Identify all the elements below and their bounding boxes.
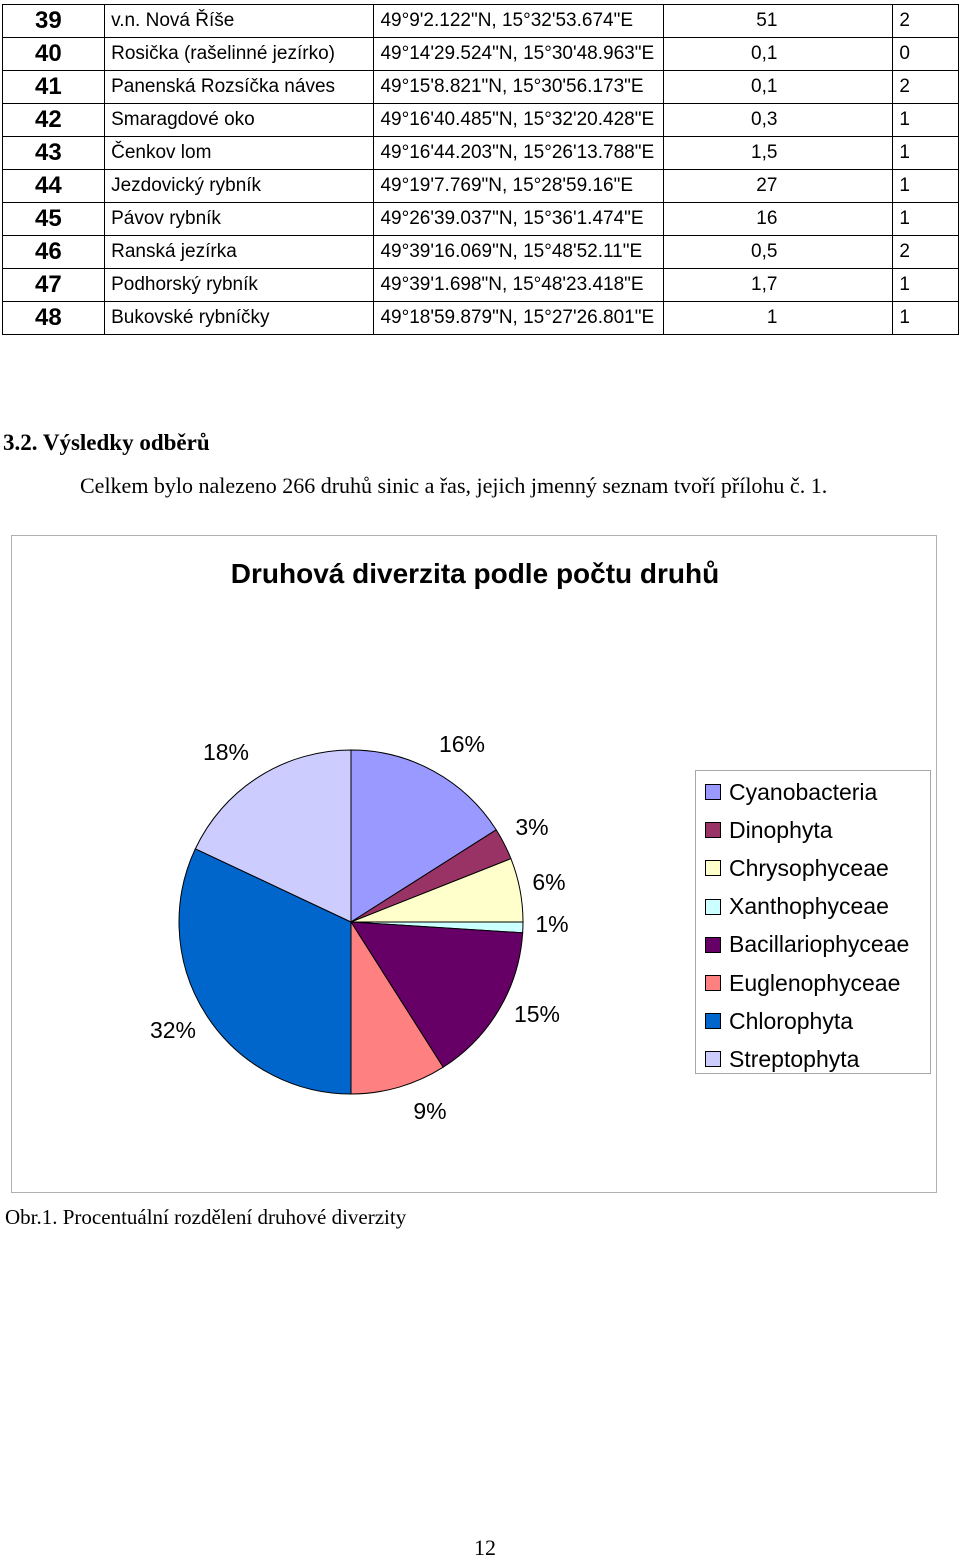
site-value-2: 2 xyxy=(892,235,959,269)
site-value-2: 1 xyxy=(892,268,959,302)
sampling-sites-table: 39 v.n. Nová Říše 49°9'2.122"N, 15°32'53.6… xyxy=(1,4,959,335)
site-value-1: 0,1 xyxy=(662,37,894,71)
site-name: v.n. Nová Říše xyxy=(104,4,375,38)
pie-slice-streptophyta xyxy=(194,749,352,923)
site-number: 48 xyxy=(1,301,106,335)
legend-item: Dinophyta xyxy=(705,811,833,849)
site-value-2: 1 xyxy=(892,202,959,236)
site-number: 41 xyxy=(1,70,106,104)
legend-label: Euglenophyceae xyxy=(729,969,901,996)
legend-swatch xyxy=(705,1013,721,1030)
legend-item: Euglenophyceae xyxy=(705,964,900,1002)
site-number: 43 xyxy=(1,136,106,170)
site-number: 46 xyxy=(1,235,106,269)
site-coordinates: 49°39'1.698"N, 15°48'23.418"E xyxy=(373,268,664,302)
table-row: 42 Smaragdové oko 49°16'40.485"N, 15°32'20… xyxy=(1,103,959,137)
section-heading: 3.2. Výsledky odběrů xyxy=(3,430,210,455)
pie-slice-chlorophyta xyxy=(178,848,352,1095)
legend-item: Chlorophyta xyxy=(705,1002,853,1040)
legend-label: Streptophyta xyxy=(729,1045,860,1072)
site-name: Čenkov lom xyxy=(104,136,375,170)
pie-slice-cyanobacteria xyxy=(350,749,497,923)
site-name: Pávov rybník xyxy=(104,202,375,236)
site-value-1: 0,3 xyxy=(662,103,894,137)
legend-label: Chrysophyceae xyxy=(729,854,889,881)
pie-slice-bacillariophyceae xyxy=(350,921,524,1068)
site-coordinates: 49°19'7.769"N, 15°28'59.16"E xyxy=(373,169,664,203)
legend-item: Chrysophyceae xyxy=(705,849,889,887)
site-number: 39 xyxy=(1,4,106,38)
legend-label: Dinophyta xyxy=(729,816,833,843)
table-row: 47 Podhorský rybník 49°39'1.698"N, 15°48'2… xyxy=(1,268,959,302)
pie-slice-euglenophyceae xyxy=(350,920,444,1095)
results-paragraph: Celkem bylo nalezeno 266 druhů sinic a ř… xyxy=(80,473,828,498)
site-coordinates: 49°16'44.203"N, 15°26'13.788"E xyxy=(373,136,664,170)
legend-swatch xyxy=(705,975,721,991)
chart-frame xyxy=(11,535,937,1193)
site-coordinates: 49°9'2.122"N, 15°32'53.674"E xyxy=(373,4,664,38)
legend-label: Xanthophyceae xyxy=(729,893,889,920)
legend-item: Streptophyta xyxy=(705,1040,859,1078)
legend-item: Cyanobacteria xyxy=(705,773,877,811)
legend-label: Chlorophyta xyxy=(729,1007,854,1034)
table-row: 40 Rosička (rašelinné jezírko) 49°14'29.52… xyxy=(1,37,959,71)
site-coordinates: 49°14'29.524"N, 15°30'48.963"E xyxy=(373,37,664,71)
table-row: 48 Bukovské rybníčky 49°18'59.879"N, 15°27… xyxy=(1,301,959,335)
site-value-1: 0,5 xyxy=(662,235,894,269)
legend-swatch xyxy=(705,936,721,953)
pie-data-label: 15% xyxy=(514,1001,560,1027)
site-name: Ranská jezírka xyxy=(104,235,375,269)
site-coordinates: 49°15'8.821"N, 15°30'56.173"E xyxy=(373,70,664,104)
pie-data-label: 16% xyxy=(439,731,485,757)
pie-data-label: 9% xyxy=(413,1098,446,1124)
chart-legend: Cyanobacteria Dinophyta Chrysophyceae Xanth… xyxy=(695,770,931,1074)
site-value-1: 16 xyxy=(662,202,894,236)
pie-data-label: 3% xyxy=(515,814,548,840)
table-row: 43 Čenkov lom 49°16'44.203"N, 15°26'13.788… xyxy=(1,136,959,170)
legend-item: Xanthophyceae xyxy=(705,888,889,926)
pie-data-label: 18% xyxy=(203,739,249,765)
pie-data-label: 1% xyxy=(535,911,568,937)
table-row: 41 Panenská Rozsíčka náves 49°15'8.821"N, … xyxy=(1,70,959,104)
chart-title: Druhová diverzita podle počtu druhů xyxy=(230,558,720,589)
figure-caption: Obr.1. Procentuální rozdělení druhové di… xyxy=(5,1205,407,1229)
legend-item: Bacillariophyceae xyxy=(705,926,909,964)
site-value-1: 1 xyxy=(662,301,894,335)
site-coordinates: 49°18'59.879"N, 15°27'26.801"E xyxy=(373,301,664,335)
legend-swatch xyxy=(705,822,721,839)
pie-data-label: 6% xyxy=(532,869,565,895)
site-name: Jezdovický rybník xyxy=(104,169,375,203)
site-number: 45 xyxy=(1,202,106,236)
site-value-2: 2 xyxy=(892,70,959,104)
legend-swatch xyxy=(705,898,721,915)
site-coordinates: 49°16'40.485"N, 15°32'20.428"E xyxy=(373,103,664,137)
legend-label: Cyanobacteria xyxy=(729,778,878,805)
legend-swatch xyxy=(705,860,721,877)
site-name: Bukovské rybníčky xyxy=(104,301,375,335)
site-coordinates: 49°26'39.037"N, 15°36'1.474"E xyxy=(373,202,664,236)
legend-swatch xyxy=(705,784,721,800)
table-row: 46 Ranská jezírka 49°39'16.069"N, 15°48'52… xyxy=(1,235,959,269)
site-value-2: 1 xyxy=(892,103,959,137)
site-number: 42 xyxy=(1,103,106,137)
pie-data-label: 32% xyxy=(150,1017,196,1043)
site-value-2: 1 xyxy=(892,301,959,335)
site-coordinates: 49°39'16.069"N, 15°48'52.11"E xyxy=(373,235,664,269)
site-value-1: 0,1 xyxy=(662,70,894,104)
site-number: 44 xyxy=(1,169,106,203)
table-row: 45 Pávov rybník 49°26'39.037"N, 15°36'1.47… xyxy=(1,202,959,236)
page-number: 12 xyxy=(474,1535,496,1560)
table-row: 39 v.n. Nová Říše 49°9'2.122"N, 15°32'53.6… xyxy=(1,4,959,38)
legend-label: Bacillariophyceae xyxy=(729,931,910,958)
table-row: 44 Jezdovický rybník 49°19'7.769"N, 15°28'… xyxy=(1,169,959,203)
legend-swatch xyxy=(705,1051,721,1068)
